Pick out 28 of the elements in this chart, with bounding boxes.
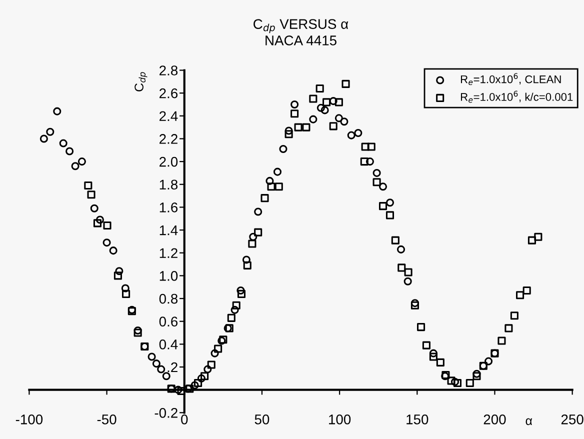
y-tick-label: 1.2 [160, 248, 178, 258]
y-tick-label: 1.0 [160, 271, 178, 281]
y-tick-label: 1.4 [160, 226, 178, 236]
y-tick-label: .2 [168, 362, 178, 372]
x-tick-label: -100 [16, 414, 43, 424]
legend-label: R$_{e}$=1.0x10$^{6}$, k/c=0.001 [460, 90, 573, 103]
x-tick-label: 250 [561, 414, 584, 424]
x-tick-label: 0 [181, 414, 188, 424]
y-tick-label: 1.6 [160, 202, 178, 212]
chart-title: C$_{dp}$ VERSUS α NACA 4415 [254, 19, 348, 46]
y-tick-label: 2.6 [160, 88, 178, 98]
x-axis-title: α [526, 418, 532, 426]
y-tick-label: 1.8 [160, 180, 178, 190]
x-tick-label: 50 [254, 414, 270, 424]
x-tick-label: 100 [329, 414, 351, 424]
y-tick-label: -0.2 [154, 408, 178, 418]
x-tick-label: -50 [97, 414, 116, 424]
y-tick-label: 2.8 [160, 66, 178, 76]
y-tick-label: 2.2 [160, 134, 178, 144]
y-axis-title: C$_{dp}$ [134, 72, 148, 92]
y-tick-label: 2.0 [160, 156, 178, 167]
y-tick-label: 0.8 [159, 294, 178, 304]
y-tick-label: 2.4 [160, 111, 178, 121]
y-tick-label: 0.4 [159, 340, 178, 350]
y-tick-label: 0.6 [159, 316, 178, 327]
x-tick-label: 200 [484, 414, 506, 424]
legend-label: R$_{e}$=1.0x10$^{6}$, CLEAN [460, 73, 561, 86]
x-tick-label: 150 [406, 414, 428, 424]
